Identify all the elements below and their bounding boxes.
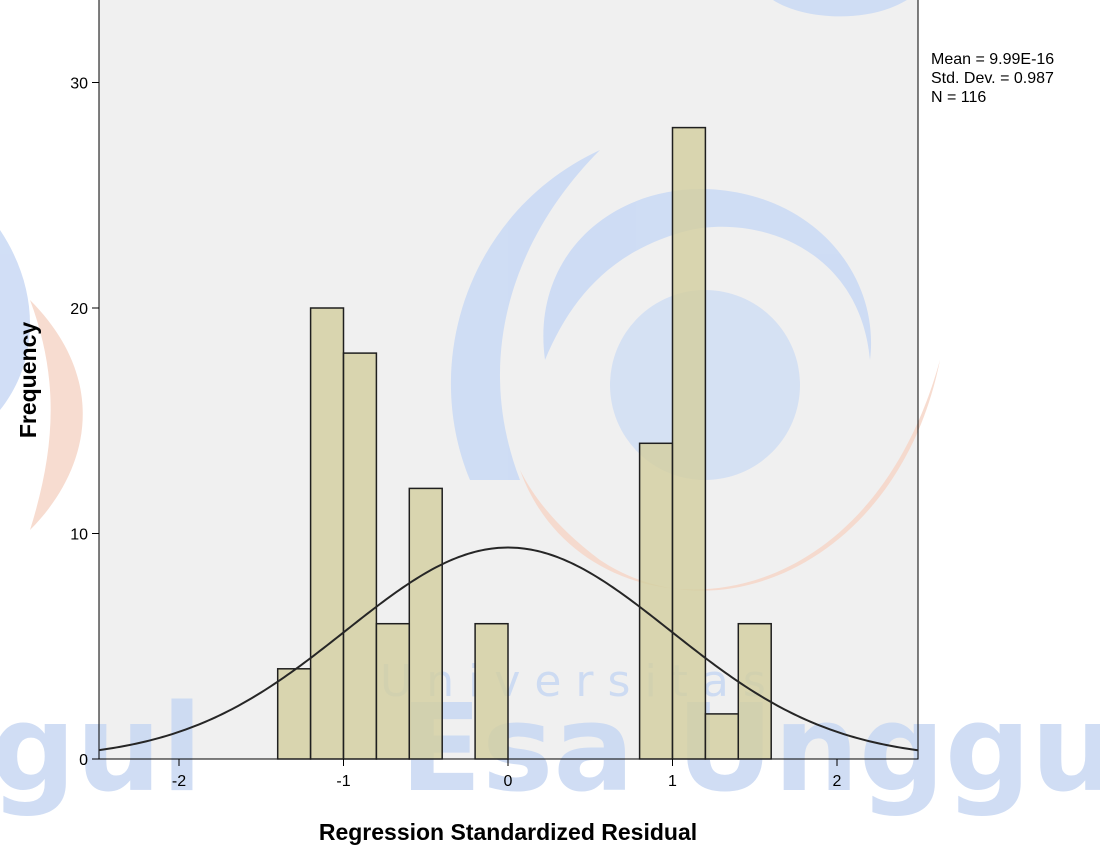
stats-line: Mean = 9.99E-16 <box>931 51 1054 68</box>
histogram-bar <box>671 126 707 760</box>
histogram-bar <box>276 668 312 760</box>
stats-line: Std. Dev. = 0.987 <box>931 70 1054 87</box>
y-tick-label: 0 <box>79 752 88 769</box>
histogram-bar <box>474 622 509 760</box>
normal-curve-layer <box>99 546 918 752</box>
y-tick-label: 10 <box>70 527 88 544</box>
x-tick-label: 1 <box>668 773 677 790</box>
stats-line: N = 116 <box>931 89 986 106</box>
y-axis: 0 10 20 30 <box>70 76 99 769</box>
histogram-bar <box>342 352 378 760</box>
x-tick-label: 0 <box>504 773 513 790</box>
x-tick-label: -2 <box>172 773 186 790</box>
histogram-bar <box>704 713 740 760</box>
histogram-bar <box>309 307 345 760</box>
histogram-bar <box>375 622 411 760</box>
normal-curve <box>99 546 918 752</box>
y-tick-label: 20 <box>70 301 88 318</box>
y-axis-title: Frequency <box>15 322 41 439</box>
x-tick-label: -1 <box>336 773 350 790</box>
x-axis-title: Regression Standardized Residual <box>319 819 697 845</box>
statistics-legend: Mean = 9.99E-16 Std. Dev. = 0.987 N = 116 <box>931 51 1054 106</box>
x-axis: -2 -1 0 1 2 <box>172 759 842 790</box>
histogram-bar <box>638 442 674 760</box>
y-tick-label: 30 <box>70 76 88 93</box>
x-tick-label: 2 <box>833 773 842 790</box>
histogram-bar <box>408 487 443 760</box>
